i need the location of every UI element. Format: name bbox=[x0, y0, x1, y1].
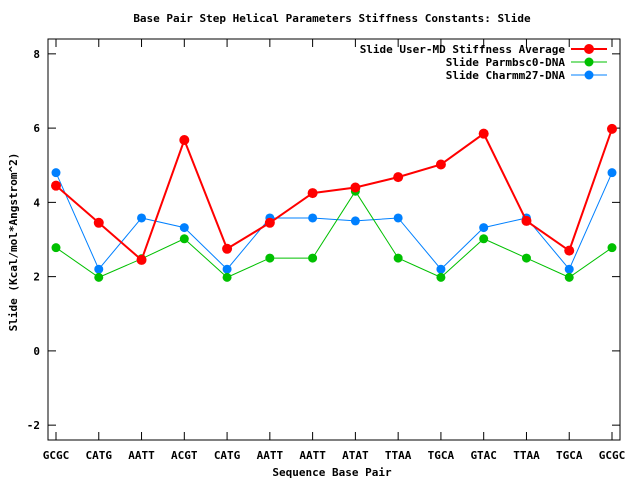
series-0-point-11 bbox=[521, 215, 532, 226]
series-0-point-5 bbox=[264, 217, 275, 228]
series-0-point-10 bbox=[478, 128, 489, 139]
series-line-2 bbox=[55, 172, 613, 271]
y-tick-label-0: -2 bbox=[27, 419, 40, 432]
x-tick-label-11: TTAA bbox=[513, 449, 540, 462]
series-0-point-2 bbox=[136, 254, 147, 265]
series-1-point-3 bbox=[179, 234, 189, 244]
y-tick-label-5: 8 bbox=[33, 48, 40, 61]
series-1-point-8 bbox=[393, 253, 403, 263]
y-tick-label-1: 0 bbox=[33, 345, 40, 358]
series-2-point-13 bbox=[607, 168, 617, 178]
x-tick-label-5: AATT bbox=[257, 449, 284, 462]
y-tick-label-3: 4 bbox=[33, 196, 40, 209]
x-tick-label-3: ACGT bbox=[171, 449, 198, 462]
series-line-1 bbox=[55, 190, 613, 278]
series-2-point-12 bbox=[564, 264, 574, 274]
series-0-point-6 bbox=[307, 188, 318, 199]
legend-label-0: Slide User-MD Stiffness Average bbox=[360, 43, 566, 56]
x-tick-label-7: ATAT bbox=[342, 449, 369, 462]
series-1-point-13 bbox=[607, 243, 617, 253]
series-line-0 bbox=[55, 128, 613, 262]
x-tick-label-9: TGCA bbox=[428, 449, 455, 462]
legend-label-2: Slide Charmm27-DNA bbox=[446, 69, 566, 82]
x-axis-label: Sequence Base Pair bbox=[272, 466, 392, 479]
series-0-point-1 bbox=[93, 217, 104, 228]
series-0-point-8 bbox=[393, 172, 404, 183]
series-0-point-4 bbox=[222, 243, 233, 254]
plot-frame bbox=[47, 38, 621, 441]
x-tick-label-8: TTAA bbox=[385, 449, 412, 462]
legend-marker-2 bbox=[584, 70, 594, 80]
series-1-point-1 bbox=[94, 272, 104, 282]
series-2-point-2 bbox=[137, 213, 147, 223]
series-0-point-3 bbox=[179, 134, 190, 145]
x-tick-label-2: AATT bbox=[128, 449, 155, 462]
series-1-point-10 bbox=[479, 234, 489, 244]
series-2-point-8 bbox=[393, 213, 403, 223]
y-axis-label: Slide (Kcal/mol*Angstrom^2) bbox=[7, 153, 20, 332]
series-0-point-0 bbox=[51, 180, 61, 191]
series-0-point-9 bbox=[435, 159, 446, 170]
series-1-point-11 bbox=[521, 253, 531, 263]
series-1-point-12 bbox=[564, 272, 574, 282]
x-tick-label-1: CATG bbox=[86, 449, 113, 462]
legend-marker-1 bbox=[584, 57, 594, 67]
series-2-point-6 bbox=[308, 213, 318, 223]
series-0-point-13 bbox=[607, 123, 617, 134]
series-2-point-4 bbox=[222, 264, 232, 274]
series-2-point-9 bbox=[436, 264, 446, 274]
chart-title: Base Pair Step Helical Parameters Stiffn… bbox=[133, 12, 531, 25]
series-1-point-6 bbox=[308, 253, 318, 263]
plot-area: -2 0 2 4 6 8 GCGC CATG AATT ACGT CATG AATT AATT ATAT T… bbox=[27, 38, 626, 462]
y-tick-label-4: 6 bbox=[33, 122, 40, 135]
x-tick-label-4: CATG bbox=[214, 449, 241, 462]
x-tick-label-0: GCGC bbox=[43, 449, 70, 462]
series-0-point-7 bbox=[350, 182, 361, 193]
series-2-point-0 bbox=[51, 168, 61, 178]
x-tick-label-13: GCGC bbox=[599, 449, 626, 462]
series-2-point-10 bbox=[479, 223, 489, 233]
series-2-point-1 bbox=[94, 264, 104, 274]
legend-marker-0 bbox=[584, 44, 594, 54]
series-2-point-3 bbox=[179, 223, 189, 233]
x-tick-label-10: GTAC bbox=[470, 449, 497, 462]
series-0-point-12 bbox=[564, 245, 575, 256]
series-2-point-7 bbox=[350, 216, 360, 226]
x-tick-label-6: AATT bbox=[299, 449, 326, 462]
series-1-point-0 bbox=[51, 243, 61, 253]
y-tick-label-2: 2 bbox=[33, 271, 40, 284]
legend-label-1: Slide Parmbsc0-DNA bbox=[446, 56, 566, 69]
series-1-point-9 bbox=[436, 272, 446, 282]
x-tick-label-12: TGCA bbox=[556, 449, 583, 462]
series-1-point-5 bbox=[265, 253, 275, 263]
series-1-point-4 bbox=[222, 272, 232, 282]
